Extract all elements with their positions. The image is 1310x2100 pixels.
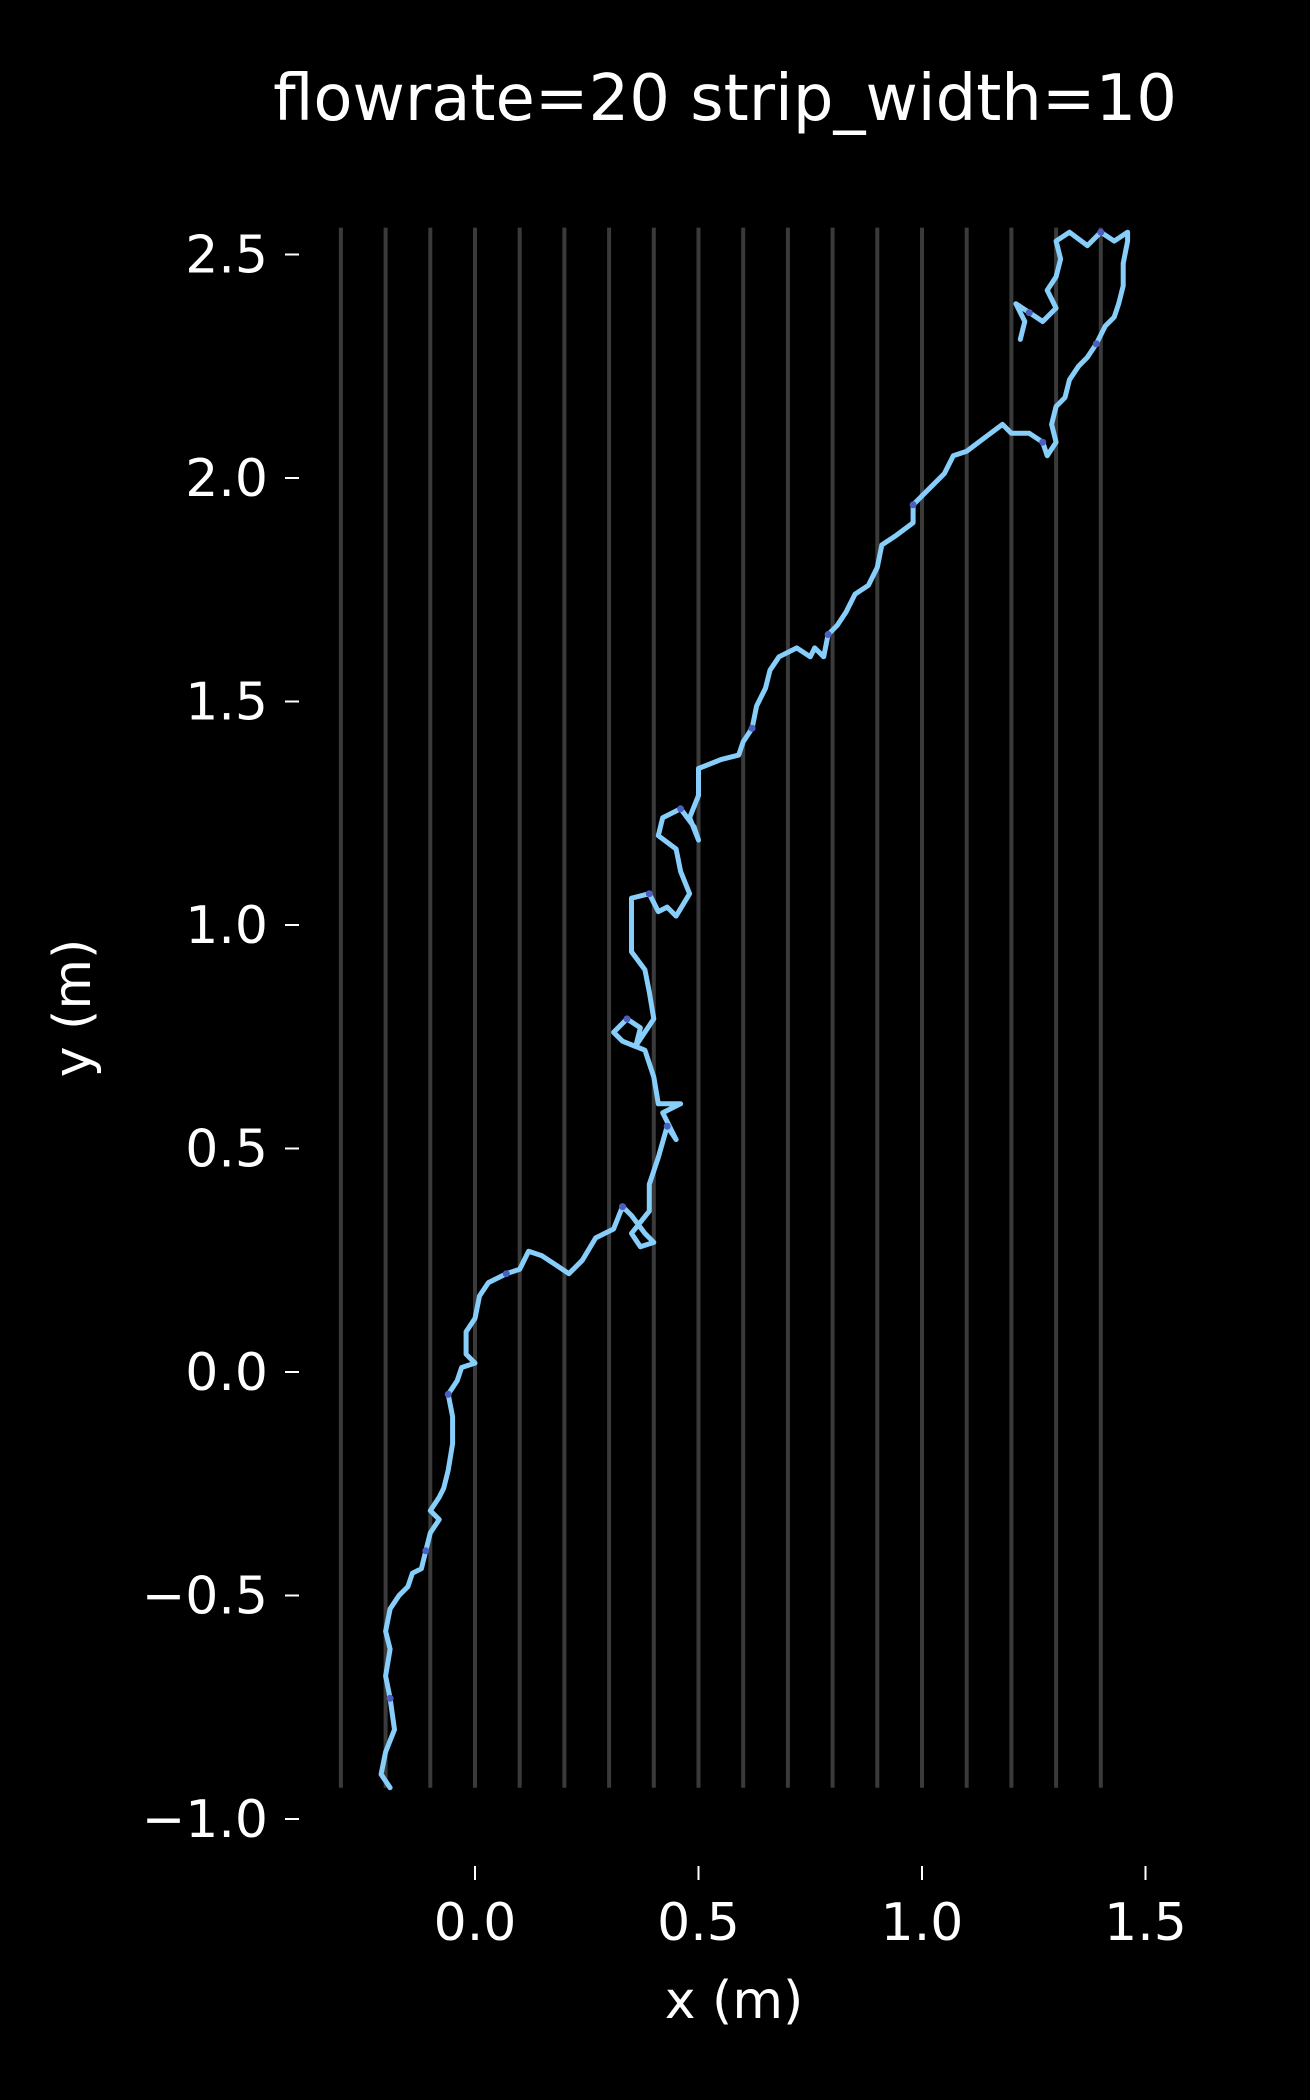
y-axis-label: y (m): [43, 939, 103, 1078]
trajectory-point: [909, 501, 917, 509]
y-tick-label: 0.5: [185, 1120, 268, 1180]
y-tick-label: −1.0: [142, 1790, 268, 1850]
x-axis-label: x (m): [665, 1971, 804, 2031]
trajectory-point: [748, 724, 756, 732]
chart-title: flowrate=20 strip_width=10: [273, 62, 1177, 136]
trajectory-point: [623, 1015, 631, 1023]
trajectory-point: [502, 1270, 510, 1278]
x-tick-label: 1.0: [881, 1893, 964, 1953]
y-tick-label: −0.5: [142, 1567, 268, 1627]
trajectory-point: [645, 890, 653, 898]
x-tick-label: 0.0: [434, 1893, 517, 1953]
trajectory-point: [663, 1122, 671, 1130]
trajectory-point: [824, 631, 832, 638]
y-tick-label: 2.0: [185, 449, 268, 509]
trajectory-line: [378, 229, 1131, 1791]
x-tick-label: 1.5: [1104, 1893, 1187, 1953]
y-tick-label: 2.5: [185, 226, 268, 286]
y-tick-label: 0.0: [185, 1343, 268, 1403]
x-tick-label: 0.5: [657, 1893, 740, 1953]
x-axis: 0.0 0.5 1.0 1.5: [434, 1866, 1187, 1953]
trajectory-point: [444, 1390, 452, 1398]
trajectory-point: [386, 1694, 394, 1702]
y-axis: −1.0 −0.5 0.0 0.5 1.0 1.5 2.0 2.5: [142, 226, 299, 1850]
trajectory-point: [1097, 228, 1105, 236]
y-tick-label: 1.5: [185, 673, 268, 733]
trajectory-point: [619, 1203, 626, 1211]
y-tick-label: 1.0: [185, 896, 268, 956]
trajectory-point: [1092, 340, 1100, 348]
trajectory-point: [422, 1547, 430, 1555]
trajectory-point: [677, 805, 685, 813]
trajectory-series: [378, 228, 1131, 1791]
strip-lines: [338, 227, 1103, 1788]
trajectory-point: [1025, 309, 1033, 317]
trajectory-point: [1039, 438, 1047, 446]
